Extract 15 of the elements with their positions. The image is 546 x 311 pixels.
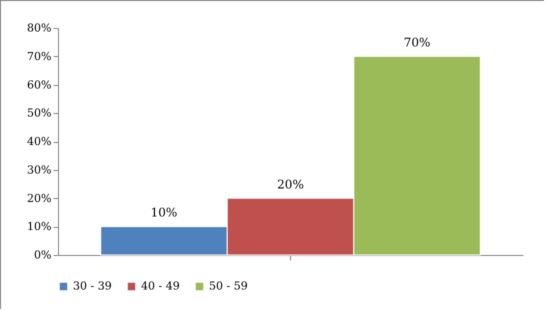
data-label: 70%	[404, 35, 430, 50]
legend-label: 40 - 49	[141, 280, 180, 293]
y-tick-label: 20%	[27, 192, 52, 205]
legend-label: 50 - 59	[209, 280, 248, 293]
y-tick-label: 10%	[27, 220, 52, 234]
y-tick-label: 60%	[27, 78, 52, 92]
y-tick-label: 70%	[27, 50, 52, 63]
data-label: 20%	[277, 177, 304, 192]
y-tick-label: 80%	[27, 22, 52, 34]
y-tick-label: 30%	[27, 163, 52, 176]
y-tick-label: 0%	[34, 248, 52, 262]
y-tick-label: 50%	[27, 106, 52, 120]
y-tick-label: 40%	[27, 135, 52, 148]
data-label: 10%	[150, 206, 178, 220]
legend-label: 30 - 39	[73, 280, 112, 293]
